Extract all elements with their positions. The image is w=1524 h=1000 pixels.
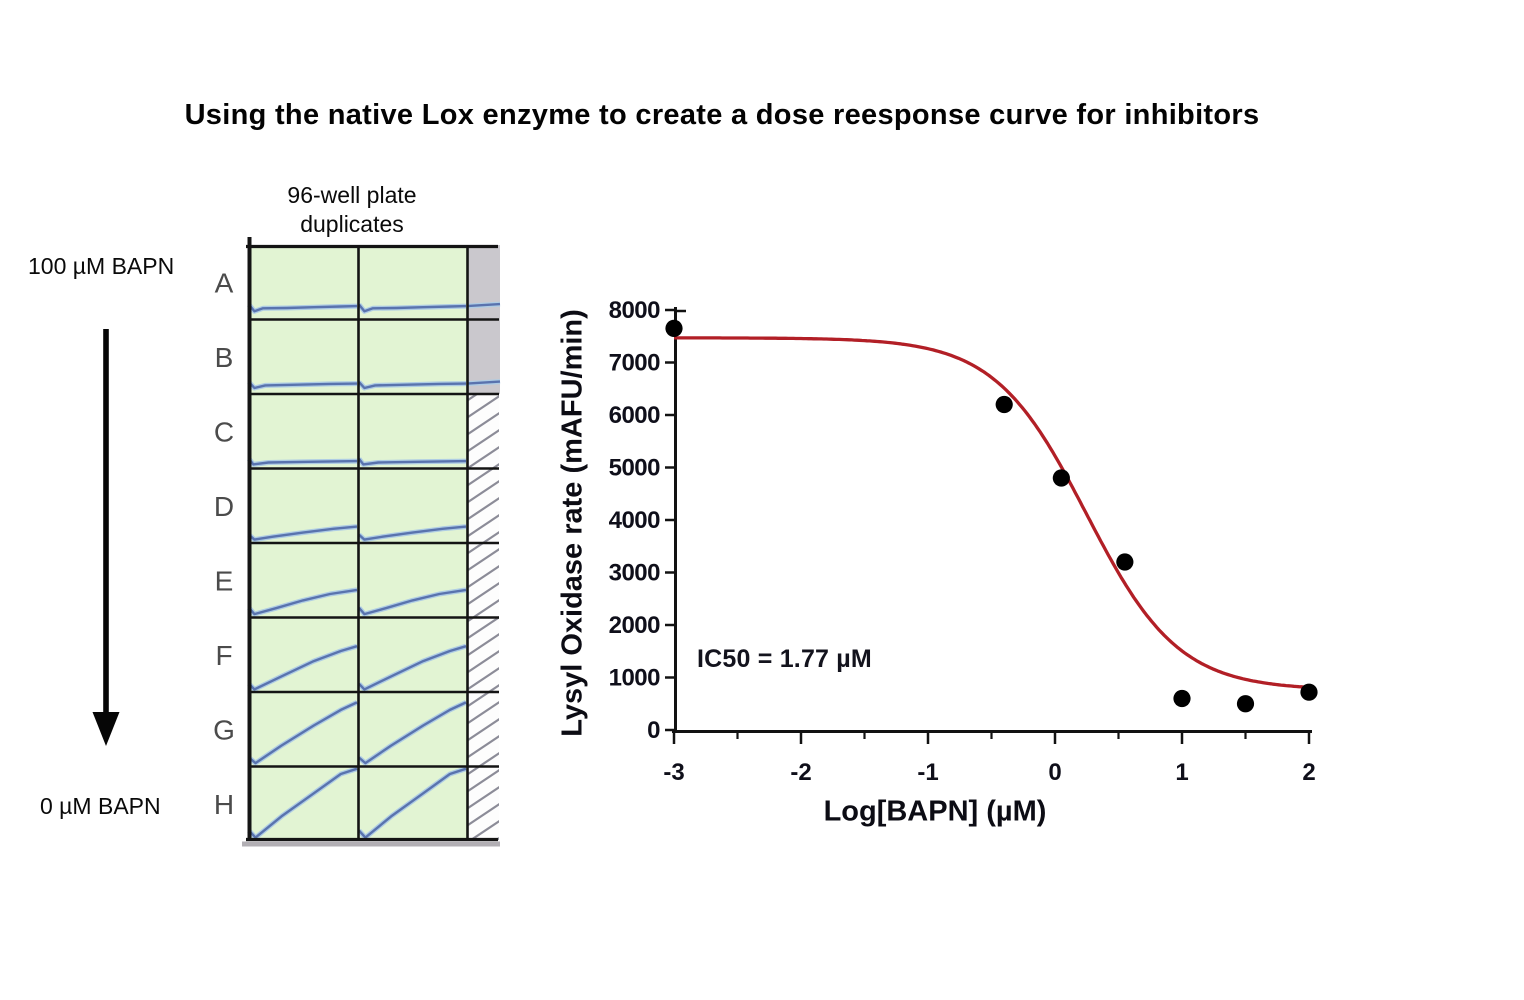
x-tick-label--3: -3 (663, 759, 684, 786)
well-trace-D2 (358, 525, 467, 541)
y-tick-label-2000: 2000 (609, 612, 661, 639)
data-point (995, 395, 1013, 414)
y-tick-label-5000: 5000 (609, 455, 661, 482)
well-trace-A2 (358, 303, 467, 313)
well-trace-A3 (466, 302, 501, 308)
plate-heading: 96-well plate duplicates (232, 181, 472, 239)
x-tick-label-2: 2 (1302, 759, 1315, 786)
data-point (665, 319, 683, 337)
plate-row-label-D: D (214, 491, 234, 522)
y-tick-label-8000: 8000 (609, 297, 661, 324)
hatched-region (467, 394, 499, 841)
plate-heading-line1: 96-well plate (287, 182, 417, 208)
well-trace-B2 (358, 381, 467, 390)
data-point (1236, 695, 1255, 713)
y-tick-label-0: 0 (647, 717, 660, 744)
dose-response-curve (674, 336, 1310, 689)
y-tick-label-4000: 4000 (609, 507, 661, 534)
y-tick-label-6000: 6000 (609, 402, 661, 429)
well-trace-H2 (358, 767, 467, 839)
plate-grid (246, 237, 499, 842)
arrow-shaft (103, 329, 109, 714)
well-trace-F2 (358, 645, 467, 691)
data-point (1052, 469, 1070, 487)
well-trace-A1 (248, 303, 358, 313)
well-trace-G1 (248, 701, 358, 765)
y-tick-label-3000: 3000 (609, 560, 661, 587)
plate-row-label-F: F (215, 640, 232, 671)
x-tick-label-0: 0 (1048, 759, 1061, 786)
well-trace-F1 (248, 645, 358, 691)
x-axis-title: Log[BAPN] (µM) (823, 795, 1047, 828)
y-tick-label-1000: 1000 (609, 665, 661, 692)
x-tick-label-1: 1 (1175, 759, 1188, 786)
plate-heading-line2: duplicates (300, 211, 404, 237)
well-trace-D1 (248, 525, 358, 541)
well-trace-B1 (248, 381, 358, 390)
arrow-head (92, 712, 120, 746)
data-point (1116, 553, 1134, 571)
y-tick-label-7000: 7000 (609, 350, 661, 377)
dose-response-chart: 0 1000 2000 3000 4000 5000 6000 7000 8000 -3 -2 -1 0… (609, 297, 1318, 786)
plate-row-label-A: A (215, 267, 234, 298)
plate-row-label-B: B (215, 342, 234, 373)
plate-row-label-E: E (215, 565, 234, 596)
data-point (1173, 689, 1191, 708)
x-tick-label--2: -2 (790, 759, 811, 786)
figure-title: Using the native Lox enzyme to create a … (184, 99, 1260, 131)
well-trace-E2 (358, 588, 467, 616)
x-tick-label--1: -1 (917, 759, 938, 786)
data-point (1300, 683, 1318, 701)
bottom-concentration-label: 0 µM BAPN (40, 793, 161, 819)
well-trace-G2 (358, 701, 467, 765)
well-trace-C2 (358, 458, 467, 466)
ic50-annotation: IC50 = 1.77 µM (697, 645, 872, 673)
well-trace-E1 (248, 588, 358, 616)
decreasing-concentration-arrow (92, 329, 120, 746)
well-trace-C1 (248, 458, 358, 466)
plate-row-label-H: H (214, 789, 234, 820)
plate-shadow (242, 841, 500, 847)
plate-row-label-C: C (214, 416, 234, 447)
top-concentration-label: 100 µM BAPN (28, 253, 175, 279)
plate: A B C D E F G H (213, 237, 501, 847)
well-trace-H1 (248, 767, 358, 839)
y-axis-title: Lysyl Oxidase rate (mAFU/min) (556, 309, 589, 737)
plate-row-label-G: G (213, 714, 235, 745)
well-trace-B3 (466, 380, 501, 385)
